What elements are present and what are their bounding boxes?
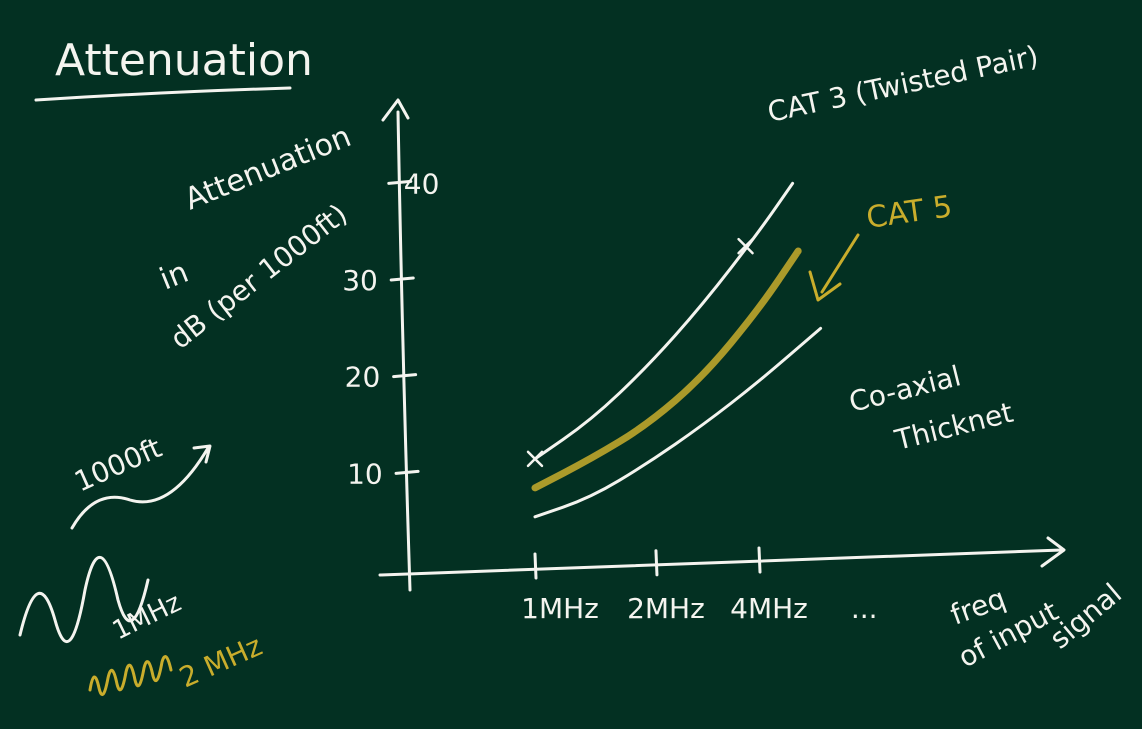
series-label-cat3: CAT 3 (Twisted Pair) [765, 39, 1042, 129]
low-freq-wave-icon [18, 555, 150, 643]
series-0-point-2 [646, 366, 649, 369]
series-2-point-4 [758, 380, 761, 383]
low-freq-label: 1MHz [108, 588, 186, 647]
x-tick-group: 1MHz 2MHz 4MHz... [521, 546, 878, 625]
distance-arrow-icon [70, 444, 212, 530]
series-line-0 [533, 181, 795, 461]
high-freq-label: 2 MHz [174, 629, 267, 694]
x-axis-label: freq of input signal [946, 577, 1128, 674]
y-tick-label: 10 [347, 457, 383, 490]
series-1-point-1 [590, 457, 593, 460]
x-tick-mark [757, 546, 762, 574]
series-label-coax-line-1: Co-axial [846, 359, 964, 419]
y-axis-arrow-icon [381, 98, 410, 122]
x-tick-label: ... [851, 592, 878, 625]
series-0-cross-mark [737, 237, 754, 255]
series-1-point-2 [646, 424, 649, 427]
series-line-1 [531, 247, 802, 492]
series-group [526, 181, 823, 519]
series-1-point-3 [702, 375, 705, 378]
y-axis-label: Attenuation in dB (per 1000ft) [155, 119, 356, 355]
series-1-point-5 [797, 250, 800, 253]
high-freq-wave-icon [88, 655, 173, 697]
title-underline [34, 86, 292, 102]
y-axis-label-line-2: in [155, 255, 193, 298]
y-axis-line [396, 110, 412, 592]
y-tick-label: 20 [345, 361, 381, 394]
series-0-point-3 [702, 303, 705, 306]
series-0-point-4 [758, 230, 761, 233]
series-1-point-4 [758, 308, 761, 311]
series-0-point-5 [791, 182, 794, 185]
series-2-point-0 [534, 515, 537, 518]
series-label-coax-line-2: Thicknet [891, 396, 1017, 457]
x-tick-mark [533, 552, 538, 580]
y-tick-mark [392, 373, 418, 379]
x-tick-label: 2MHz [627, 592, 705, 625]
y-tick-mark [387, 179, 413, 185]
page-title: Attenuation [55, 35, 313, 86]
series-0-cross-mark [526, 450, 544, 468]
x-axis-line [378, 548, 1064, 577]
cat5-pointer-arrow-icon [808, 233, 860, 302]
series-label-coax: Co-axial Thicknet [846, 359, 1017, 457]
series-2-point-2 [646, 462, 649, 465]
y-axis-label-line-3: dB (per 1000ft) [164, 197, 354, 355]
distance-label: 1000ft [69, 431, 166, 498]
x-tick-label: 4MHz [730, 592, 808, 625]
series-2-point-1 [590, 496, 593, 499]
x-tick-label: 1MHz [521, 592, 599, 625]
series-2-point-5 [819, 327, 822, 330]
series-2-point-3 [702, 424, 705, 427]
series-0-point-1 [590, 419, 593, 422]
series-line-2 [533, 326, 823, 519]
x-axis-arrow-icon [1040, 536, 1066, 568]
y-tick-label: 30 [342, 264, 378, 297]
y-tick-label: 40 [404, 167, 440, 200]
x-tick-mark [654, 549, 659, 577]
y-tick-mark [394, 469, 420, 475]
series-1-point-0 [534, 486, 537, 489]
y-tick-group: 10 20 30 40 [342, 167, 439, 490]
series-label-cat5: CAT 5 [864, 189, 954, 236]
y-tick-mark [389, 276, 415, 282]
